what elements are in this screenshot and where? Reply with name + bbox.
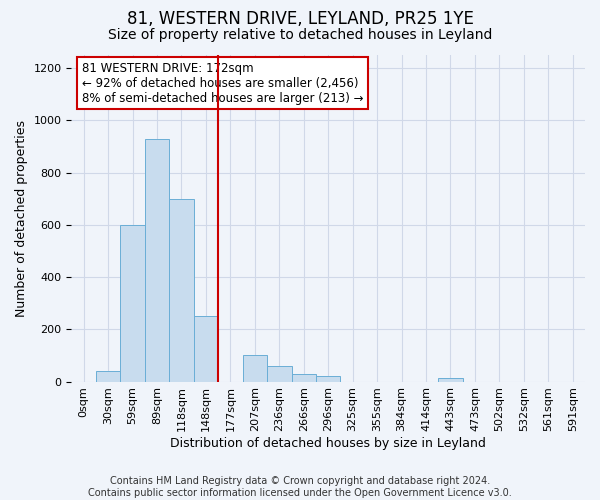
Bar: [267, 366, 292, 382]
Bar: [96, 371, 121, 382]
Text: 81, WESTERN DRIVE, LEYLAND, PR25 1YE: 81, WESTERN DRIVE, LEYLAND, PR25 1YE: [127, 10, 473, 28]
Text: Size of property relative to detached houses in Leyland: Size of property relative to detached ho…: [108, 28, 492, 42]
Bar: [438, 378, 463, 382]
Text: Contains HM Land Registry data © Crown copyright and database right 2024.
Contai: Contains HM Land Registry data © Crown c…: [88, 476, 512, 498]
Bar: [121, 225, 145, 382]
Text: 81 WESTERN DRIVE: 172sqm
← 92% of detached houses are smaller (2,456)
8% of semi: 81 WESTERN DRIVE: 172sqm ← 92% of detach…: [82, 62, 363, 104]
X-axis label: Distribution of detached houses by size in Leyland: Distribution of detached houses by size …: [170, 437, 486, 450]
Bar: [242, 356, 267, 382]
Bar: [316, 376, 340, 382]
Bar: [145, 138, 169, 382]
Y-axis label: Number of detached properties: Number of detached properties: [15, 120, 28, 317]
Bar: [194, 316, 218, 382]
Bar: [292, 374, 316, 382]
Bar: [169, 198, 194, 382]
